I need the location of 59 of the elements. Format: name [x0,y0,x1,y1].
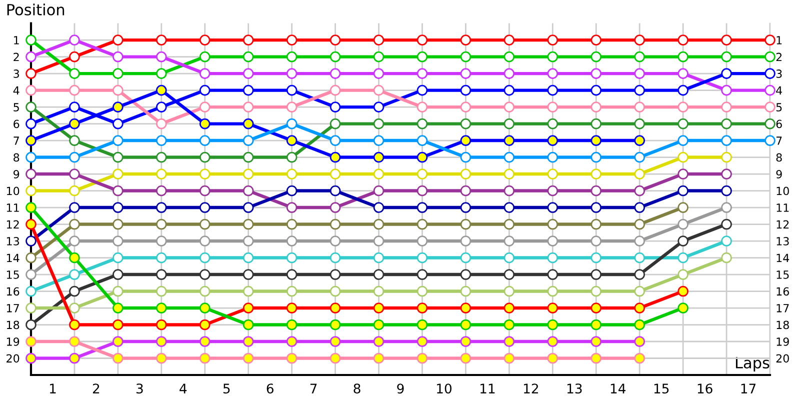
y-tick-label: 17 [6,304,19,312]
y-tick-label: 6 [14,120,20,128]
y2-tick-label: 1 [776,36,782,44]
y-tick-label: 13 [6,236,19,246]
y2-tick-label: 3 [776,70,782,78]
x-tick-label: 6 [266,384,274,394]
x-axis-title: Laps [736,357,770,372]
y2-tick-label: 8 [776,153,782,162]
y2-tick-label: 19 [776,337,789,346]
x-tick-label: 15 [654,384,669,394]
x-tick-label: 4 [180,384,187,394]
x-tick-label: 7 [310,384,317,394]
y2-tick-label: 6 [776,120,782,128]
y-tick-label: 10 [6,186,20,196]
y2-tick-label: 18 [776,320,789,330]
y-tick-label: 5 [14,103,19,112]
y-tick-label: 20 [6,354,20,363]
x-tick-label: 16 [698,384,712,394]
y-tick-label: 14 [6,254,20,262]
y-tick-label: 19 [6,337,20,346]
y2-tick-label: 5 [776,103,782,112]
x-tick-label: 10 [437,384,452,394]
x-tick-label: 13 [567,384,582,394]
y2-tick-label: 12 [776,220,789,228]
y-tick-label: 18 [6,320,20,330]
x-tick-label: 1 [50,384,56,394]
x-tick-label: 12 [524,384,538,394]
x-tick-label: 14 [610,384,626,394]
y2-tick-label: 2 [776,52,782,62]
y2-tick-label: 20 [776,354,789,363]
y2-tick-label: 10 [776,186,789,196]
y-tick-label: 2 [14,52,19,62]
x-tick-label: 8 [354,384,360,394]
y2-tick-label: 7 [776,136,782,145]
y-tick-label: 15 [6,270,19,279]
y2-tick-label: 17 [776,304,789,312]
y-tick-label: 1 [14,36,19,44]
x-tick-label: 3 [136,384,143,394]
x-tick-label: 11 [480,384,495,394]
y2-tick-label: 15 [776,270,789,279]
y-tick-label: 9 [14,170,20,178]
y-tick-label: 7 [14,136,19,145]
x-tick-label: 5 [223,384,230,394]
y-tick-label: 12 [6,220,19,228]
y2-tick-label: 14 [776,254,790,262]
y-tick-label: 8 [14,153,20,162]
x-tick-label: 9 [397,384,404,394]
y-tick-label: 4 [13,86,20,95]
y-tick-label: 16 [6,287,20,296]
y2-tick-label: 11 [776,204,789,212]
y2-tick-label: 4 [776,86,782,95]
y2-tick-label: 9 [776,170,782,178]
x-tick-label: 17 [741,384,756,394]
y-tick-label: 3 [14,70,19,78]
y2-tick-label: 13 [776,236,789,246]
y2-tick-label: 16 [776,287,789,296]
x-tick-label: 2 [92,384,100,394]
y-tick-label: 11 [6,204,19,212]
y-axis-title: Position [7,4,64,16]
